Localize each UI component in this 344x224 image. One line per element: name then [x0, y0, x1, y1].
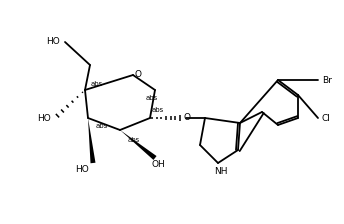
Text: Br: Br	[322, 75, 332, 84]
Text: HO: HO	[46, 37, 60, 45]
Polygon shape	[120, 130, 157, 160]
Text: HO: HO	[37, 114, 51, 123]
Text: abs: abs	[128, 137, 140, 143]
Text: abs: abs	[146, 95, 158, 101]
Text: abs: abs	[91, 81, 103, 87]
Text: NH: NH	[214, 166, 228, 175]
Text: OH: OH	[151, 159, 165, 168]
Text: abs: abs	[152, 107, 164, 113]
Text: Cl: Cl	[322, 114, 331, 123]
Polygon shape	[88, 118, 96, 163]
Text: HO: HO	[75, 164, 89, 174]
Text: O: O	[183, 112, 191, 121]
Text: O: O	[135, 69, 141, 78]
Text: abs: abs	[96, 123, 108, 129]
